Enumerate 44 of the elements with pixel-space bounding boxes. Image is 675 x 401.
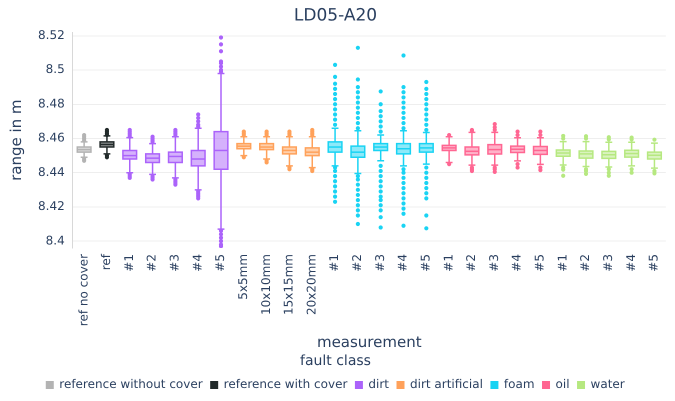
x-tick-label: ref no cover [76, 254, 90, 326]
legend-label: foam [504, 377, 535, 392]
x-tick-label: 15x15mm [282, 254, 296, 316]
y-tick-label: 8.5 [46, 62, 65, 76]
x-tick-label: 10x10mm [258, 254, 273, 316]
legend-label: dirt [368, 377, 390, 392]
legend-label: reference with cover [224, 377, 348, 392]
y-tick-label: 8.52 [38, 28, 65, 42]
y-tick-label: 8.48 [38, 96, 65, 110]
legend-label: oil [556, 377, 570, 392]
x-tick-label: #2 [144, 254, 159, 272]
x-tick-label: #2 [464, 254, 478, 272]
x-tick-label: #3 [486, 254, 501, 272]
x-tick-label: #1 [122, 254, 136, 272]
x-tick-label: #3 [600, 254, 615, 272]
x-tick-label: #5 [213, 254, 228, 272]
x-tick-label: #2 [350, 254, 364, 272]
x-tick-label: #1 [327, 254, 342, 272]
x-tick-label: #1 [441, 254, 456, 272]
x-tick-label: #5 [418, 254, 432, 272]
y-tick-label: 8.44 [38, 164, 65, 179]
x-tick-label: #1 [555, 254, 570, 272]
x-tick-label: #3 [168, 254, 182, 272]
x-axis-title: measurement [316, 333, 422, 352]
x-tick-label: #4 [190, 254, 204, 272]
y-tick-label: 8.42 [38, 199, 65, 214]
x-tick-label: #5 [532, 254, 547, 272]
x-tick-label: #2 [578, 254, 592, 272]
y-axis-title: range in m [6, 99, 25, 181]
x-tick-label: #4 [624, 254, 638, 272]
x-tick-label: #3 [372, 254, 387, 272]
chart-title: LD05-A20 [294, 6, 378, 26]
legend-label: water [590, 377, 625, 392]
legend-title: fault class [300, 352, 371, 369]
x-tick-label: #4 [510, 254, 524, 272]
y-tick-label: 8.46 [38, 130, 65, 145]
legend-label: reference without cover [59, 377, 203, 392]
legend-label: dirt artificial [410, 377, 483, 392]
x-tick-label: #5 [646, 254, 661, 272]
x-tick-label: 5x5mm [236, 254, 250, 300]
y-tick-label: 8.4 [46, 233, 65, 248]
x-tick-label: #4 [396, 254, 410, 272]
x-tick-label: 20x20mm [304, 254, 318, 316]
x-tick-label: ref [99, 253, 114, 270]
